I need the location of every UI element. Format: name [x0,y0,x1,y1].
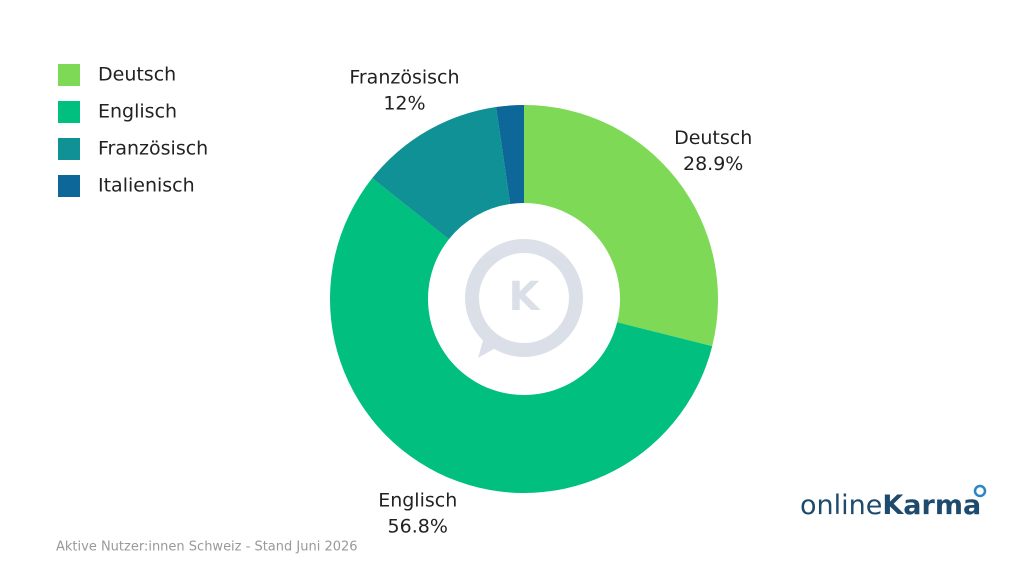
slice [496,105,524,205]
logo-dot [973,484,987,498]
logo-brand: Karma [882,490,981,521]
legend-label: Französisch [98,138,208,160]
svg-text:K: K [509,274,542,320]
legend-swatch [58,101,80,123]
value-label: 12% [383,92,425,114]
legend-label: Italienisch [98,175,195,197]
slice [329,178,713,493]
legend-label: Englisch [98,101,177,123]
legend-swatch [58,138,80,160]
legend-label: Deutsch [98,64,176,86]
slice-label: Englisch [378,490,457,512]
donut [329,105,718,493]
slice [372,107,511,240]
watermark: K [465,239,583,358]
source: Aktive Nutzer:innen Schweiz - Stand Juni… [56,540,358,555]
value-label: 28.9% [683,153,743,175]
logo-prefix: online [800,490,882,521]
slice-label: Deutsch [674,127,752,149]
value-label: 56.8% [388,516,448,538]
logo: onlineKarma [800,490,981,521]
slice [524,105,718,347]
slice-label: Französisch [349,66,459,88]
legend-swatch [58,175,80,197]
legend-swatch [58,64,80,86]
